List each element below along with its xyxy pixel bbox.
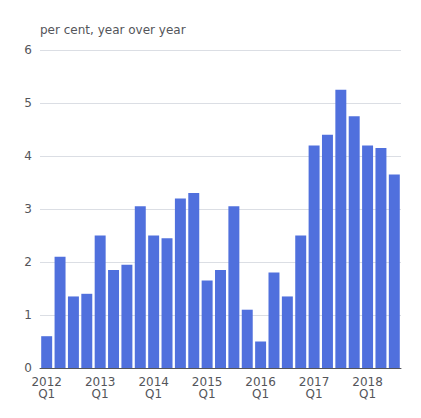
- svg-text:2015: 2015: [191, 375, 223, 389]
- svg-text:Q1: Q1: [199, 387, 216, 401]
- svg-text:2013: 2013: [84, 375, 116, 389]
- svg-text:2018: 2018: [352, 375, 383, 389]
- svg-text:1: 1: [24, 308, 32, 322]
- svg-text:Q1: Q1: [359, 387, 376, 401]
- svg-text:5: 5: [24, 96, 32, 110]
- svg-text:2: 2: [24, 255, 32, 269]
- svg-text:4: 4: [24, 149, 32, 163]
- svg-text:2016: 2016: [245, 375, 276, 389]
- svg-text:Q1: Q1: [306, 387, 323, 401]
- svg-text:Q1: Q1: [145, 387, 162, 401]
- svg-text:2012: 2012: [31, 375, 62, 389]
- svg-text:Q1: Q1: [92, 387, 109, 401]
- svg-text:Q1: Q1: [38, 387, 55, 401]
- svg-text:6: 6: [24, 43, 32, 57]
- svg-text:Q1: Q1: [252, 387, 269, 401]
- svg-text:3: 3: [24, 202, 32, 216]
- svg-text:2014: 2014: [138, 375, 169, 389]
- svg-text:0: 0: [24, 361, 32, 375]
- svg-text:2017: 2017: [298, 375, 330, 389]
- svg-text:per cent, year over year: per cent, year over year: [40, 23, 186, 37]
